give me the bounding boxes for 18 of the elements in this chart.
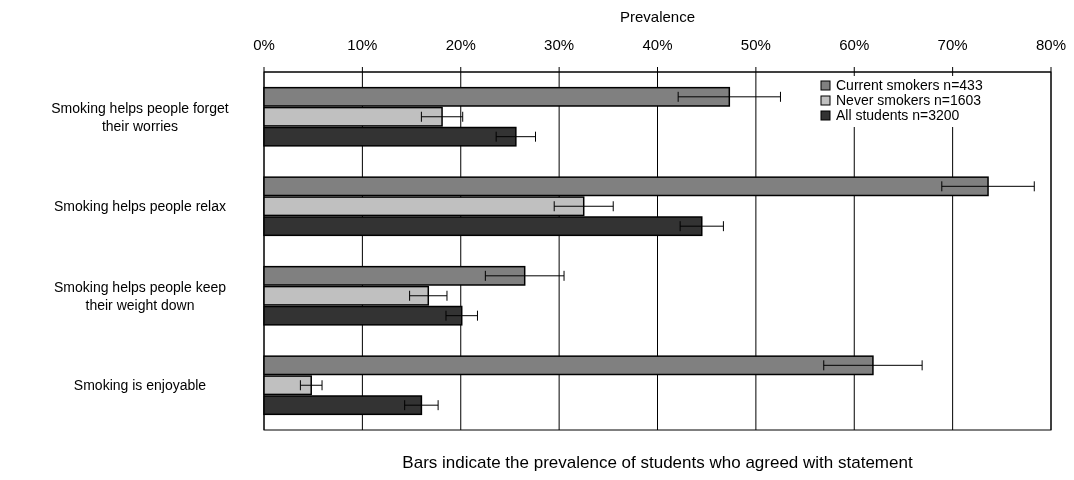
legend-label: Never smokers n=1603 [836,92,982,108]
text: Bars indicate the prevalence of students who agreed with statement [402,453,913,472]
x-tick-label: 50% [740,36,771,53]
x-axis-title: Prevalence [619,8,696,25]
x-tick-label: 80% [1035,36,1067,53]
y-tick-label: Smoking helps people keep their weight down [53,278,227,313]
x-tick-label: 20% [445,36,476,53]
x-tick-label: 60% [839,36,870,53]
legend-label: Current smokers n=433 [836,77,983,93]
x-tick-label: 0% [253,36,275,53]
x-tick-label: 70% [937,36,968,53]
y-tick-label: Smoking is enjoyable [73,377,207,394]
legend-label: All students n=3200 [836,107,960,123]
x-tick-label: 10% [347,36,378,53]
y-tick-label: Smoking helps people forget their worries [51,99,229,134]
y-tick-label: Smoking helps people relax [54,198,226,215]
x-tick-label: 30% [544,36,575,53]
x-tick-label: 40% [642,36,673,53]
